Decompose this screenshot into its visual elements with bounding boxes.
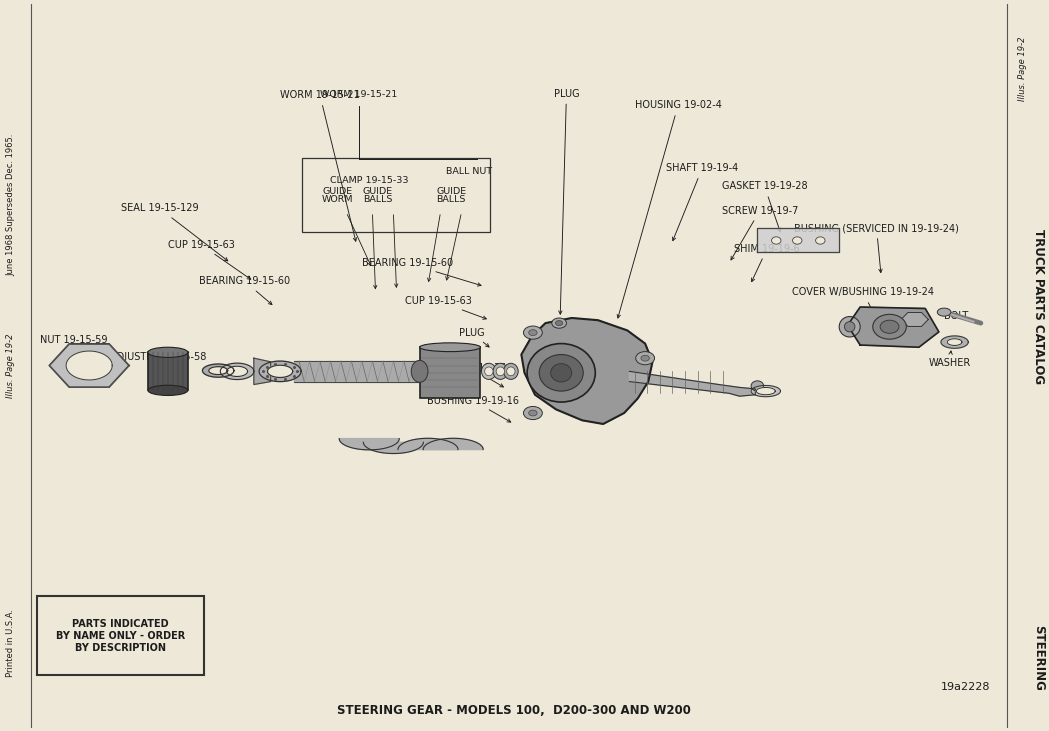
Ellipse shape bbox=[493, 363, 508, 379]
Text: Printed in U.S.A.: Printed in U.S.A. bbox=[6, 609, 15, 678]
Ellipse shape bbox=[496, 367, 505, 376]
Text: STEERING: STEERING bbox=[1032, 625, 1045, 691]
Ellipse shape bbox=[839, 317, 860, 337]
Polygon shape bbox=[267, 366, 293, 377]
Text: BEARING 19-15-60: BEARING 19-15-60 bbox=[199, 276, 291, 305]
Text: NUT: NUT bbox=[899, 311, 919, 321]
Text: Illus. Page 19-2: Illus. Page 19-2 bbox=[1019, 37, 1027, 101]
Text: SEAL 19-19-35: SEAL 19-19-35 bbox=[435, 363, 507, 387]
Polygon shape bbox=[202, 364, 234, 377]
Polygon shape bbox=[66, 351, 112, 380]
Ellipse shape bbox=[771, 237, 780, 244]
Text: PLUG: PLUG bbox=[459, 327, 489, 347]
Text: CUP 19-15-63: CUP 19-15-63 bbox=[405, 296, 487, 319]
Ellipse shape bbox=[420, 343, 480, 352]
Text: BALLS: BALLS bbox=[436, 194, 466, 204]
Text: SCREW 19-19-7: SCREW 19-19-7 bbox=[722, 205, 798, 260]
Polygon shape bbox=[49, 344, 129, 387]
Polygon shape bbox=[259, 361, 301, 382]
Text: 19a2228: 19a2228 bbox=[940, 682, 990, 692]
Text: GASKET 19-19-28: GASKET 19-19-28 bbox=[722, 181, 808, 232]
Text: BUSHING (SERVICED IN 19-19-24): BUSHING (SERVICED IN 19-19-24) bbox=[794, 223, 959, 273]
Text: HOUSING 19-02-4: HOUSING 19-02-4 bbox=[617, 100, 722, 318]
Ellipse shape bbox=[485, 367, 493, 376]
Text: SHIM 19-19-6: SHIM 19-19-6 bbox=[734, 243, 800, 281]
Polygon shape bbox=[363, 442, 424, 453]
Text: GUIDE: GUIDE bbox=[436, 186, 466, 196]
Text: GUIDE: GUIDE bbox=[363, 186, 392, 196]
Ellipse shape bbox=[793, 237, 801, 244]
Polygon shape bbox=[756, 387, 775, 395]
Polygon shape bbox=[254, 358, 271, 385]
Ellipse shape bbox=[641, 355, 649, 361]
Ellipse shape bbox=[844, 322, 855, 332]
Text: WORM 19-15-21: WORM 19-15-21 bbox=[320, 90, 398, 99]
FancyBboxPatch shape bbox=[37, 596, 204, 675]
Polygon shape bbox=[629, 371, 755, 396]
Polygon shape bbox=[521, 318, 652, 424]
Ellipse shape bbox=[751, 381, 764, 391]
Text: PARTS INDICATED
BY NAME ONLY - ORDER
BY DESCRIPTION: PARTS INDICATED BY NAME ONLY - ORDER BY … bbox=[56, 619, 186, 653]
Ellipse shape bbox=[523, 326, 542, 339]
Text: SHAFT 19-19-4: SHAFT 19-19-4 bbox=[666, 163, 738, 240]
Text: SEAL 19-15-129: SEAL 19-15-129 bbox=[121, 203, 228, 261]
Ellipse shape bbox=[539, 355, 583, 391]
Text: ADJUSTER 19-15-58: ADJUSTER 19-15-58 bbox=[110, 352, 207, 368]
Text: WASHER: WASHER bbox=[928, 351, 970, 368]
Polygon shape bbox=[209, 367, 228, 374]
Text: PLUG: PLUG bbox=[554, 88, 579, 314]
Ellipse shape bbox=[507, 367, 515, 376]
Ellipse shape bbox=[481, 363, 496, 379]
Polygon shape bbox=[757, 228, 839, 252]
Text: Illus. Page 19-2: Illus. Page 19-2 bbox=[6, 333, 15, 398]
Ellipse shape bbox=[873, 314, 906, 339]
Text: CUP 19-15-63: CUP 19-15-63 bbox=[168, 240, 251, 279]
Polygon shape bbox=[398, 439, 458, 450]
Polygon shape bbox=[294, 361, 451, 382]
Ellipse shape bbox=[636, 352, 655, 365]
Bar bbox=[148, 352, 188, 390]
Ellipse shape bbox=[148, 347, 188, 357]
Ellipse shape bbox=[529, 410, 537, 416]
Ellipse shape bbox=[551, 364, 572, 382]
Text: BUSHING 19-19-16: BUSHING 19-19-16 bbox=[427, 395, 519, 422]
Text: COVER W/BUSHING 19-19-24: COVER W/BUSHING 19-19-24 bbox=[792, 287, 934, 340]
Ellipse shape bbox=[816, 237, 825, 244]
Polygon shape bbox=[751, 385, 780, 397]
Text: BEARING 19-15-60: BEARING 19-15-60 bbox=[362, 258, 481, 286]
Polygon shape bbox=[339, 439, 400, 450]
Ellipse shape bbox=[529, 330, 537, 336]
Ellipse shape bbox=[148, 385, 188, 395]
Polygon shape bbox=[848, 307, 939, 347]
Ellipse shape bbox=[411, 360, 428, 382]
Text: TRUCK PARTS CATALOG: TRUCK PARTS CATALOG bbox=[1032, 230, 1045, 385]
Polygon shape bbox=[220, 363, 254, 379]
Text: BALLS: BALLS bbox=[363, 194, 392, 204]
Polygon shape bbox=[947, 338, 962, 346]
Ellipse shape bbox=[527, 344, 596, 402]
Ellipse shape bbox=[938, 308, 950, 317]
Polygon shape bbox=[901, 312, 928, 327]
Polygon shape bbox=[227, 366, 248, 376]
Text: BALL NUT: BALL NUT bbox=[446, 167, 492, 176]
Text: CLAMP 19-15-33: CLAMP 19-15-33 bbox=[330, 175, 409, 185]
Ellipse shape bbox=[552, 318, 566, 328]
Ellipse shape bbox=[880, 320, 899, 333]
Ellipse shape bbox=[523, 406, 542, 420]
Text: WORM 19-15-21: WORM 19-15-21 bbox=[280, 90, 360, 241]
Text: GUIDE: GUIDE bbox=[323, 186, 352, 196]
Polygon shape bbox=[941, 336, 968, 348]
Text: STEERING GEAR - MODELS 100,  D200-300 AND W200: STEERING GEAR - MODELS 100, D200-300 AND… bbox=[337, 704, 691, 717]
Text: NUT 19-15-59: NUT 19-15-59 bbox=[40, 335, 107, 358]
Bar bbox=[420, 347, 480, 398]
Text: BOLT: BOLT bbox=[944, 311, 968, 321]
Ellipse shape bbox=[504, 363, 518, 379]
Polygon shape bbox=[423, 439, 484, 450]
Ellipse shape bbox=[556, 320, 563, 325]
Text: June 1968 Supersedes Dec. 1965.: June 1968 Supersedes Dec. 1965. bbox=[6, 134, 15, 276]
Text: WORM: WORM bbox=[322, 194, 354, 204]
